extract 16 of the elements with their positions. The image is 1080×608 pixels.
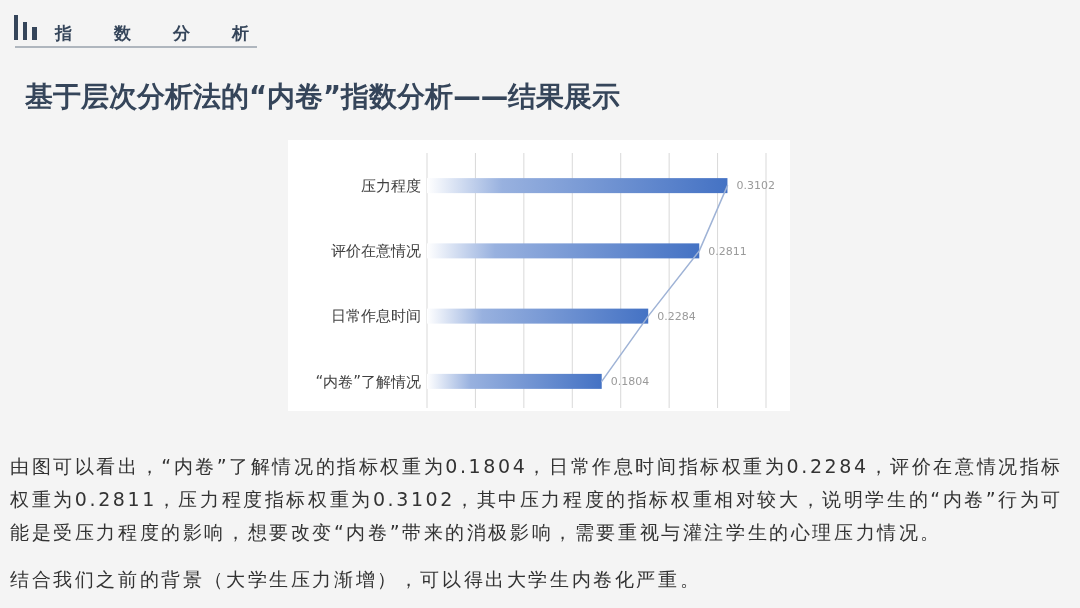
y-tick-label: “内卷”了解情况 xyxy=(315,372,421,391)
text: 结合我们之前的背景（大学生压力渐增），可以得出大学生内卷化严重。 xyxy=(10,567,703,592)
chart-title: 基于层次分析法的“内卷”指数分析——结果展示 xyxy=(24,80,621,112)
data-label: 0.1804 xyxy=(610,375,650,389)
data-label: 0.2811 xyxy=(708,244,747,258)
bar xyxy=(427,308,649,324)
data-label: 0.2284 xyxy=(657,309,696,323)
bar xyxy=(427,373,602,389)
text: 指数分析 xyxy=(54,23,291,43)
bar xyxy=(427,243,700,259)
bar xyxy=(427,178,728,194)
data-label: 0.3102 xyxy=(736,179,775,193)
y-tick-label: 压力程度 xyxy=(361,176,421,195)
text: 由图可以看出，“内卷”了解情况的指标权重为0.1804，日常作息时间指标权重为0.2284，评价在意情况指标权重为0.2811，压力程度指标权重为0.3102，其中压力程度的指标权重相对较大，说明学生的“内卷”行为可能是受压力程度的影响，想要改变“内卷”带来的消极影响，需要重视与灌注学生的心理压力情况。 xyxy=(10,454,1065,545)
y-tick-label: 日常作息时间 xyxy=(331,307,421,326)
y-tick-label: 评价在意情况 xyxy=(331,242,421,261)
